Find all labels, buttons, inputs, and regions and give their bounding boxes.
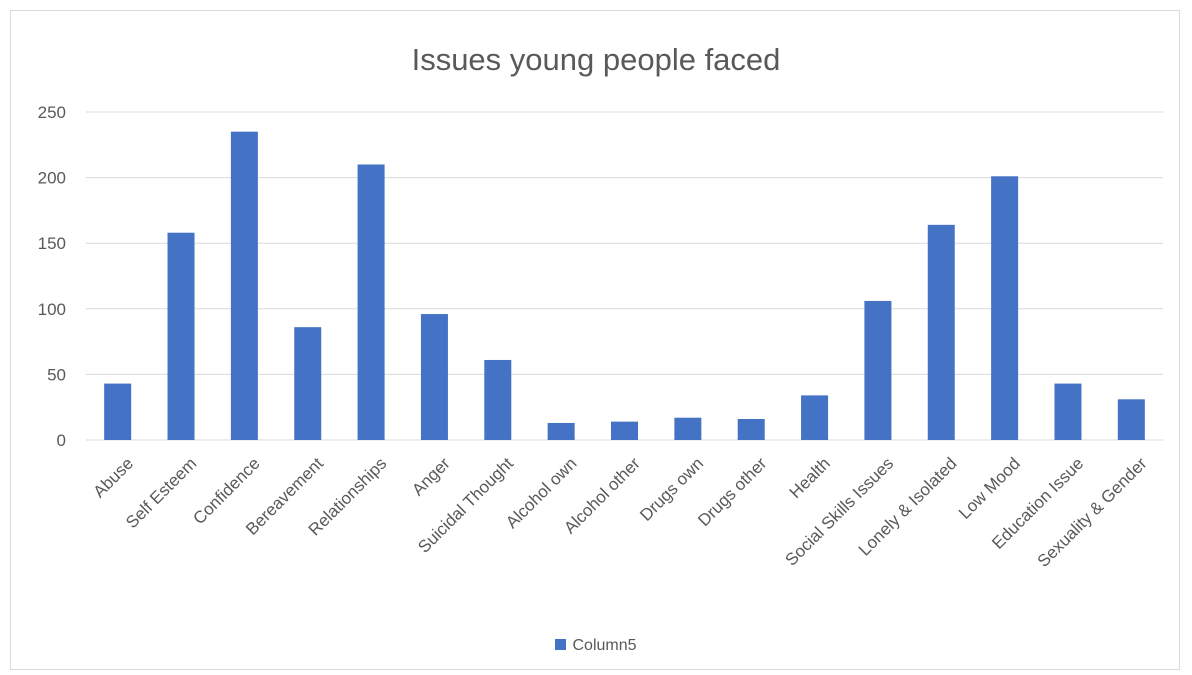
chart-area xyxy=(10,10,1180,670)
bar xyxy=(864,300,892,440)
bar xyxy=(484,359,512,440)
y-tick-label: 0 xyxy=(57,431,66,450)
y-tick-label: 50 xyxy=(47,365,66,384)
bar xyxy=(230,131,258,440)
bar xyxy=(357,164,385,441)
bar xyxy=(420,314,448,440)
x-tick-label: Sexuality & Gender xyxy=(1034,454,1151,571)
x-tick-label: Low Mood xyxy=(955,454,1024,523)
chart-title: Issues young people faced xyxy=(411,42,781,77)
bar xyxy=(927,224,955,440)
y-tick-label: 150 xyxy=(38,234,66,253)
legend-swatch xyxy=(555,639,567,650)
bar xyxy=(737,419,765,440)
gridlines xyxy=(86,111,1163,441)
bar xyxy=(991,176,1019,440)
x-tick-label: Health xyxy=(786,454,834,502)
x-tick-label: Abuse xyxy=(89,454,137,502)
y-axis: 0 50 100 150 200 250 xyxy=(38,103,66,450)
x-tick-label: Drugs other xyxy=(694,454,770,530)
x-tick-label: Anger xyxy=(408,454,454,500)
bar xyxy=(104,383,132,440)
bar xyxy=(801,395,829,440)
bar xyxy=(294,327,322,440)
bar xyxy=(1054,383,1082,440)
y-tick-label: 200 xyxy=(38,169,66,188)
bar xyxy=(674,417,702,440)
bar xyxy=(547,422,575,440)
bar-series xyxy=(104,131,1145,441)
x-tick-label: Social Skills Issues xyxy=(782,454,898,570)
legend-label: Column5 xyxy=(572,637,637,654)
y-tick-label: 100 xyxy=(38,300,66,319)
bar xyxy=(167,232,195,440)
legend: Column5 xyxy=(0,637,1192,655)
y-tick-label: 250 xyxy=(38,103,66,122)
bar xyxy=(611,421,638,440)
bar xyxy=(1117,399,1145,440)
